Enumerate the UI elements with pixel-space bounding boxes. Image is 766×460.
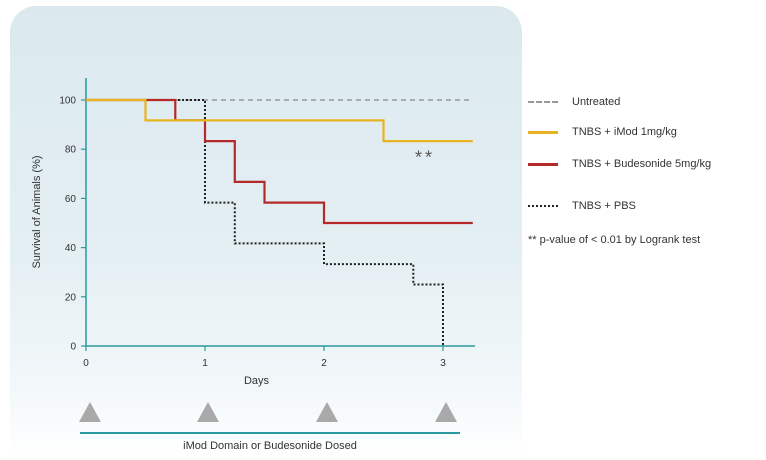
y-tick-label: 0 bbox=[70, 342, 76, 353]
dose-marker-day-2 bbox=[316, 402, 338, 422]
series-line-1 bbox=[86, 98, 473, 143]
dose-label: iMod Domain or Budesonide Dosed bbox=[183, 440, 357, 452]
x-tick-label: 3 bbox=[440, 358, 446, 369]
dose-marker-day-3 bbox=[435, 402, 457, 422]
y-tick-label: 100 bbox=[59, 96, 76, 107]
y-axis-label: Survival of Animals (%) bbox=[31, 155, 43, 268]
y-tick-label: 80 bbox=[65, 145, 77, 156]
legend-label-pbs: TNBS + PBS bbox=[572, 200, 636, 212]
series-layer bbox=[86, 98, 473, 346]
significance-note: ** p-value of < 0.01 by Logrank test bbox=[528, 234, 701, 246]
x-tick-label: 1 bbox=[202, 358, 208, 369]
dose-marker-day-1 bbox=[197, 402, 219, 422]
legend-item-untreated: Untreated bbox=[528, 92, 620, 112]
legend-label-untreated: Untreated bbox=[572, 96, 621, 108]
y-tick-label: 40 bbox=[65, 243, 77, 254]
x-tick-label: 0 bbox=[83, 358, 89, 369]
dose-markers bbox=[79, 402, 460, 434]
legend-label-budesonide: TNBS + Budesonide 5mg/kg bbox=[572, 158, 712, 170]
x-tick-label: 2 bbox=[321, 358, 327, 369]
series-line-2 bbox=[86, 98, 473, 225]
dose-marker-day-0 bbox=[79, 402, 101, 422]
legend-swatch-imod bbox=[528, 130, 558, 134]
significance-annotation: ** bbox=[415, 148, 435, 168]
y-tick-label: 20 bbox=[65, 292, 77, 303]
y-tick-label: 60 bbox=[65, 194, 77, 205]
legend-item-pbs: TNBS + PBS bbox=[528, 196, 636, 216]
series-line-3 bbox=[86, 99, 444, 346]
legend-swatch-budesonide bbox=[528, 162, 558, 166]
legend-swatch-pbs bbox=[528, 205, 558, 207]
legend-item-budesonide: TNBS + Budesonide 5mg/kg bbox=[528, 154, 711, 174]
legend-label-imod: TNBS + iMod 1mg/kg bbox=[572, 126, 677, 138]
axes: 0 20 40 60 80 100 0 1 2 3 bbox=[59, 78, 475, 369]
chart-panel bbox=[10, 6, 522, 458]
x-axis-label: Days bbox=[244, 375, 270, 387]
legend-item-imod: TNBS + iMod 1mg/kg bbox=[528, 122, 677, 142]
legend-swatch-untreated bbox=[528, 101, 558, 103]
